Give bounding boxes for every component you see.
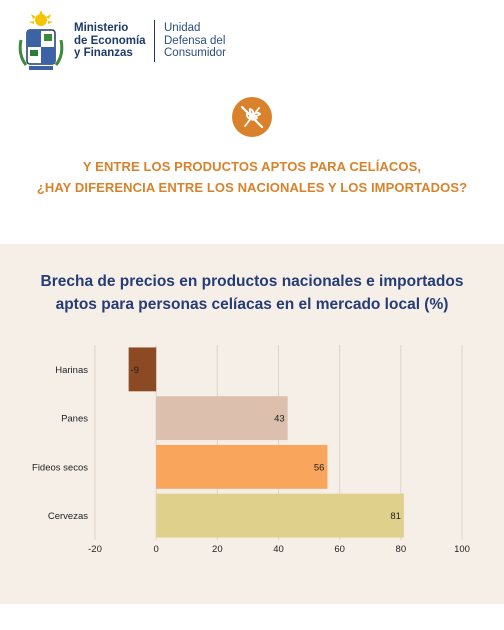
category-label: Panes [61, 414, 88, 425]
data-label: 81 [390, 511, 401, 522]
category-label: Fideos secos [32, 462, 88, 473]
header: Ministerio de Economía y Finanzas Unidad… [0, 0, 504, 80]
x-tick-label: -20 [88, 544, 102, 555]
data-label: 43 [274, 414, 285, 425]
unit-line-3: Consumidor [164, 47, 226, 59]
category-label: Cervezas [48, 511, 88, 522]
unit-name: Unidad Defensa del Consumidor [164, 22, 226, 60]
header-divider [154, 20, 155, 62]
x-tick-label: 80 [396, 544, 407, 555]
question-line-1: Y ENTRE LOS PRODUCTOS APTOS PARA CELÍACO… [82, 159, 422, 174]
chart-title-line-2: aptos para personas celíacas en el merca… [55, 296, 449, 313]
bar-fideos-secos [156, 444, 328, 489]
unit-line-2: Defensa del [164, 34, 226, 47]
chart-title: Brecha de precios en productos nacionale… [0, 270, 504, 316]
ministry-line-2: de Economía [74, 34, 146, 47]
data-label: -9 [131, 365, 139, 376]
bar-cervezas [156, 493, 404, 538]
ministry-line-1: Ministerio [74, 22, 129, 34]
question-heading: Y ENTRE LOS PRODUCTOS APTOS PARA CELÍACO… [0, 156, 504, 198]
chart-bars [128, 347, 404, 538]
ministry-name: Ministerio de Economía y Finanzas [74, 22, 146, 60]
coat-of-arms-icon [18, 10, 64, 70]
x-tick-label: 100 [454, 544, 470, 555]
chart-gridlines [94, 345, 463, 540]
unit-line-1: Unidad [164, 22, 201, 34]
x-tick-label: 20 [212, 544, 223, 555]
ministry-line-3: y Finanzas [74, 47, 133, 59]
x-tick-label: 60 [334, 544, 345, 555]
category-label: Harinas [55, 365, 88, 376]
bar-harinas [128, 347, 157, 392]
x-tick-label: 0 [154, 544, 159, 555]
no-wheat-icon [232, 97, 272, 137]
question-line-2: ¿HAY DIFERENCIA ENTRE LOS NACIONALES Y L… [36, 180, 468, 195]
chart-title-line-1: Brecha de precios en productos nacionale… [40, 273, 464, 290]
bar-panes [156, 396, 288, 441]
data-label: 56 [314, 462, 325, 473]
chart-labels: -20 0 20 40 60 80 100 Harinas -9 Panes 43 Fideos se… [32, 365, 470, 555]
x-tick-label: 40 [273, 544, 284, 555]
